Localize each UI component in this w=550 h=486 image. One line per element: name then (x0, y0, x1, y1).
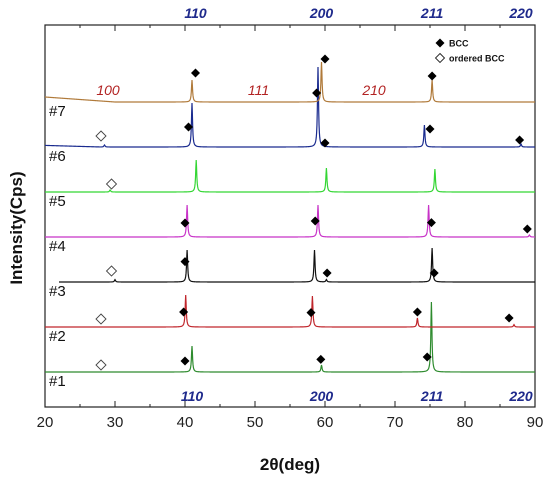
bcc-marker (316, 354, 326, 364)
bcc-marker (412, 307, 422, 317)
bcc-marker (184, 122, 193, 132)
bcc-marker (427, 71, 437, 81)
bcc-marker (180, 356, 190, 366)
series-label-3: #3 (49, 283, 66, 300)
bcc-marker (180, 218, 190, 228)
ordered-bcc-marker (105, 265, 118, 277)
series-label-5: #5 (49, 193, 66, 210)
superlattice-label-100: 100 (96, 82, 120, 98)
series-label-1: #1 (49, 373, 66, 390)
bcc-marker (515, 135, 525, 145)
x-tick-label-60: 60 (317, 414, 334, 431)
bcc-marker (322, 268, 332, 278)
series-line-2 (45, 294, 535, 328)
bcc-marker (312, 88, 322, 98)
legend-ordered-marker (434, 52, 446, 64)
ordered-bcc-marker (95, 359, 107, 371)
top-miller-label-220: 220 (508, 5, 533, 21)
x-tick-label-50: 50 (247, 414, 264, 431)
series-line-4 (45, 204, 535, 238)
x-tick-label-70: 70 (387, 414, 404, 431)
bottom-miller-label-110: 110 (181, 388, 204, 404)
superlattice-label-210: 210 (361, 82, 386, 98)
bottom-miller-label-220: 220 (508, 388, 533, 404)
bottom-miller-label-211: 211 (420, 388, 444, 404)
bcc-marker (422, 352, 432, 362)
bcc-marker (320, 54, 330, 64)
x-axis-title: 2θ(deg) (260, 455, 320, 474)
series-label-6: #6 (49, 148, 66, 165)
series-label-7: #7 (49, 103, 66, 120)
top-miller-label-211: 211 (420, 5, 444, 21)
bcc-marker (425, 124, 435, 134)
bcc-marker (522, 224, 532, 234)
legend-label-1: ordered BCC (449, 54, 505, 64)
series-label-4: #4 (49, 238, 66, 255)
series-label-2: #2 (49, 328, 66, 345)
series-line-7 (44, 61, 535, 103)
bcc-marker (179, 307, 189, 317)
ordered-bcc-marker (95, 130, 107, 142)
bcc-marker (320, 138, 330, 148)
bcc-marker (306, 308, 316, 318)
legend-label-0: BCC (449, 39, 469, 49)
top-miller-label-110: 110 (184, 5, 207, 21)
bcc-marker (504, 313, 514, 323)
series-line-5 (45, 159, 535, 193)
series-line-3 (59, 247, 535, 283)
x-tick-label-80: 80 (457, 414, 474, 431)
x-tick-label-20: 20 (37, 414, 54, 431)
bottom-miller-label-200: 200 (309, 388, 334, 404)
series-line-1 (45, 301, 535, 373)
top-miller-label-200: 200 (309, 5, 334, 21)
x-tick-label-30: 30 (107, 414, 124, 431)
superlattice-label-111: 111 (248, 82, 269, 98)
ordered-bcc-marker (105, 178, 118, 190)
ordered-bcc-marker (95, 313, 107, 325)
bcc-marker (426, 218, 436, 228)
x-tick-label-40: 40 (177, 414, 194, 431)
bcc-marker (191, 68, 200, 78)
bcc-marker (180, 257, 190, 267)
bcc-marker (310, 216, 320, 226)
y-axis-title: Intensity(Cps) (7, 171, 26, 284)
x-tick-label-90: 90 (527, 414, 544, 431)
bcc-marker (429, 268, 439, 278)
series-line-6 (44, 66, 535, 148)
legend-bcc-marker (435, 38, 445, 48)
